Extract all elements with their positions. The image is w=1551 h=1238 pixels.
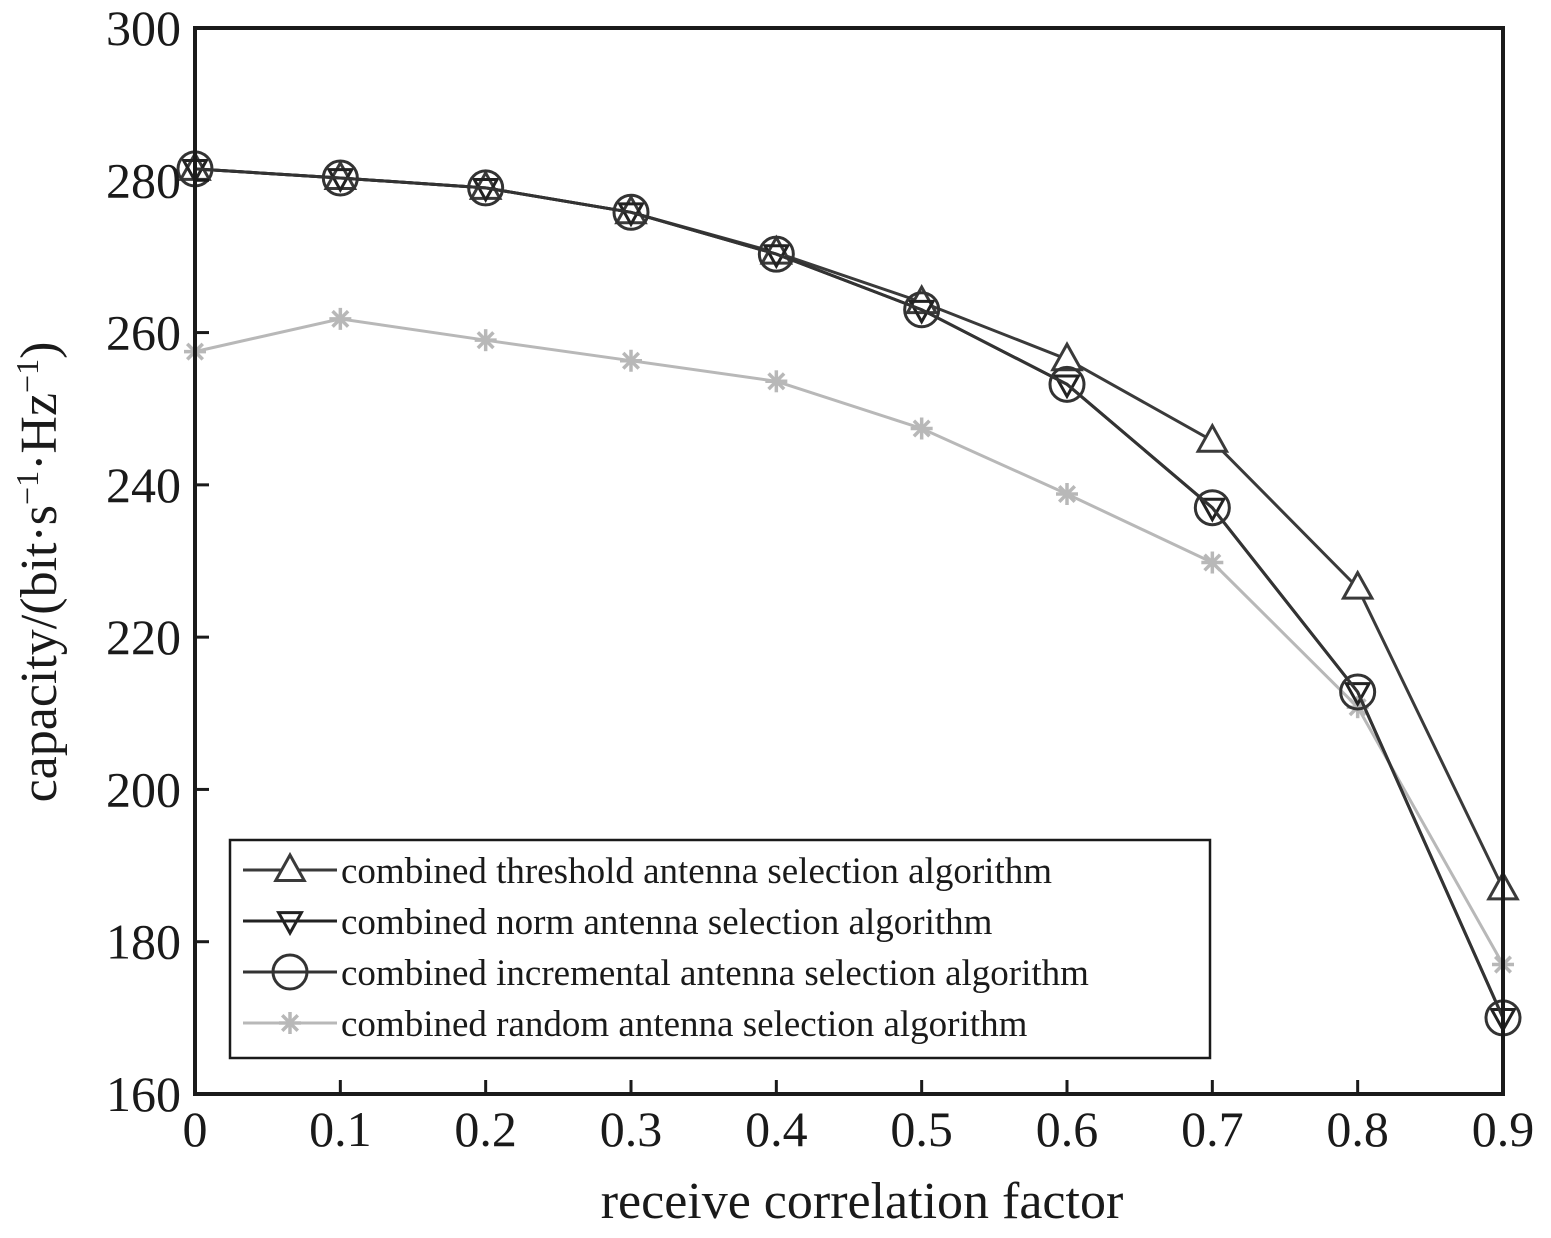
legend-label: combined norm antenna selection algorith… xyxy=(341,902,993,943)
x-tick-label: 0.5 xyxy=(890,1101,953,1157)
series-circle xyxy=(176,150,1522,1037)
axis-ticks: 0 0.1 0.2 0.3 0.4 0.5 0.6 0.7 0.8 0.9 160 180 200 220… xyxy=(106,0,1534,1157)
data-point xyxy=(474,329,497,352)
legend: combined threshold antenna selection alg… xyxy=(228,838,1212,1060)
data-point xyxy=(323,159,358,191)
data-point xyxy=(1340,569,1375,600)
x-tick-label: 0.1 xyxy=(309,1101,372,1157)
y-axis-label-sup-1: −1 xyxy=(9,471,45,505)
data-point xyxy=(1050,341,1084,372)
data-point xyxy=(467,169,505,207)
data-point xyxy=(1195,422,1230,453)
data-point xyxy=(1343,682,1372,708)
legend-label: combined incremental antenna selection a… xyxy=(341,953,1089,994)
data-point xyxy=(1201,551,1224,574)
legend-label: combined threshold antenna selection alg… xyxy=(341,851,1052,892)
y-tick-label: 280 xyxy=(106,152,181,208)
y-axis-label-suffix: ) xyxy=(11,342,68,359)
y-tick-label: 200 xyxy=(106,761,181,817)
legend-marker xyxy=(273,851,307,882)
x-tick-label: 0.8 xyxy=(1326,1101,1389,1157)
data-point xyxy=(321,159,359,197)
legend-marker xyxy=(271,953,309,991)
legend-marker xyxy=(279,1012,301,1034)
data-point xyxy=(1339,673,1377,711)
data-point xyxy=(329,307,352,330)
series-line xyxy=(194,167,1505,890)
x-tick-label: 0.7 xyxy=(1181,1101,1244,1157)
x-tick-label: 0 xyxy=(183,1101,208,1157)
data-point xyxy=(620,349,642,372)
legend-item: combined norm antenna selection algorith… xyxy=(243,902,993,943)
data-point xyxy=(765,370,788,393)
y-axis-label-prefix: capacity/(bit·s xyxy=(11,505,68,802)
data-point xyxy=(468,169,503,200)
data-point xyxy=(1198,497,1227,523)
x-tick-label: 0.4 xyxy=(745,1101,808,1157)
data-point xyxy=(1048,365,1086,403)
legend-item: combined random antenna selection algori… xyxy=(243,1004,1028,1045)
legend-marker xyxy=(276,911,304,937)
y-tick-label: 300 xyxy=(106,0,181,56)
x-axis-label: receive correlation factor xyxy=(601,1173,1124,1230)
data-point xyxy=(757,235,795,273)
y-tick-label: 240 xyxy=(106,457,181,513)
x-tick-label: 0.2 xyxy=(454,1101,517,1157)
data-point xyxy=(1053,374,1081,400)
x-tick-label: 0.6 xyxy=(1036,1101,1099,1157)
x-tick-label: 0.9 xyxy=(1472,1101,1535,1157)
data-point xyxy=(1193,489,1231,527)
legend-item: combined threshold antenna selection alg… xyxy=(243,851,1052,892)
y-tick-label: 180 xyxy=(106,914,181,970)
legend-item: combined incremental antenna selection a… xyxy=(243,953,1089,994)
y-tick-label: 220 xyxy=(106,609,181,665)
series-line xyxy=(194,167,1505,1019)
series-line xyxy=(194,317,1505,966)
plot-area-frame xyxy=(193,26,1505,1096)
data-point xyxy=(903,291,941,329)
legend-box xyxy=(228,838,1212,1060)
series-star xyxy=(184,307,1514,976)
data-point xyxy=(910,417,933,440)
y-axis-label-sup-2: −1 xyxy=(9,359,45,393)
x-tick-label: 0.3 xyxy=(600,1101,663,1157)
y-axis-label-mid: ·Hz xyxy=(11,393,68,471)
y-tick-label: 260 xyxy=(106,305,181,361)
series-triangle-up xyxy=(178,150,1520,901)
legend-label: combined random antenna selection algori… xyxy=(341,1004,1028,1045)
y-tick-label: 160 xyxy=(106,1066,181,1122)
data-point xyxy=(1056,482,1078,505)
y-axis-label: capacity/(bit·s−1·Hz−1) xyxy=(9,342,68,803)
data-point xyxy=(612,193,650,231)
